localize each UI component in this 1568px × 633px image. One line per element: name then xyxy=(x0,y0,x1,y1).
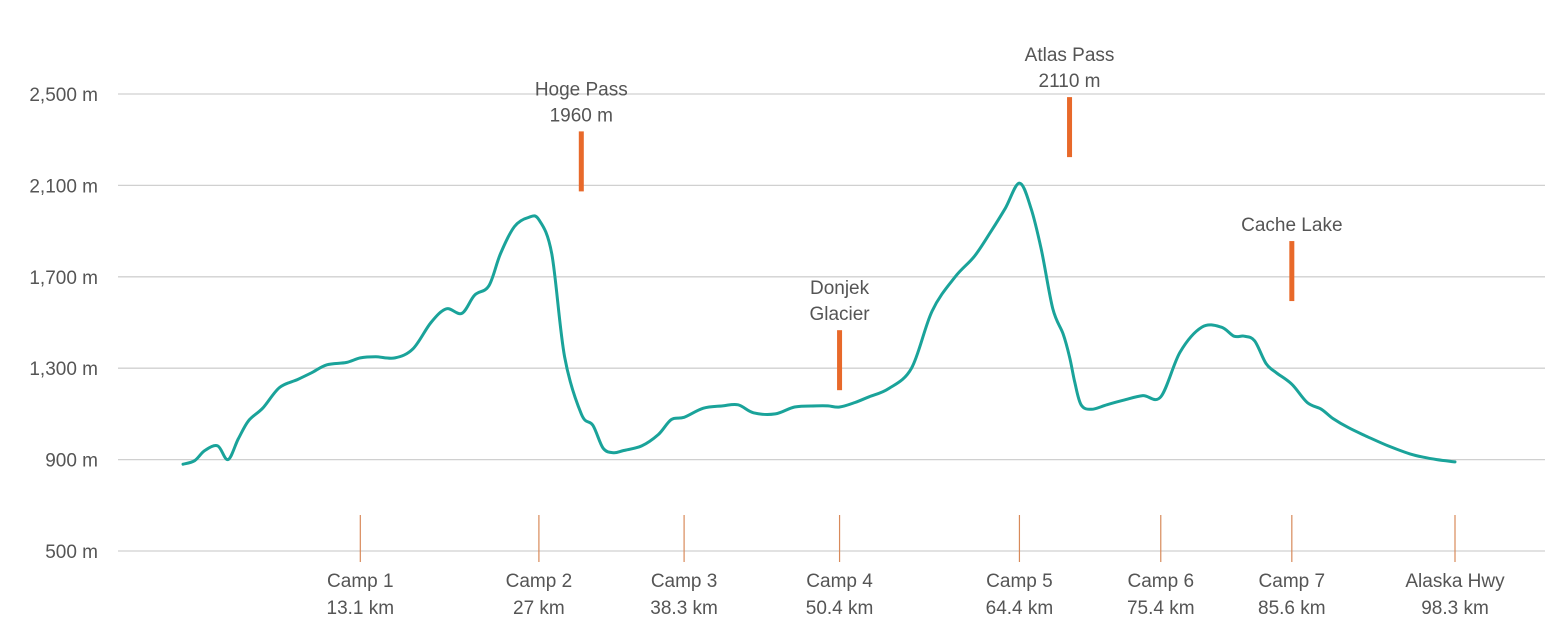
y-axis-tick-labels: 500 m 900 m 1,300 m 1,700 m 2,100 m 2,500 m xyxy=(29,85,98,563)
camp-distance: 98.3 km xyxy=(1421,598,1489,619)
camp-distance: 27 km xyxy=(513,598,565,619)
camp-name: Camp 2 xyxy=(506,571,573,592)
camp-markers: Camp 1 13.1 km Camp 2 27 km Camp 3 38.3 km Cam… xyxy=(327,515,1505,619)
camp-distance: 85.6 km xyxy=(1258,598,1326,619)
camp-name: Camp 4 xyxy=(806,571,873,592)
camp-distance: 75.4 km xyxy=(1127,598,1195,619)
y-tick-label: 900 m xyxy=(45,451,98,472)
poi-marker xyxy=(1067,97,1073,158)
poi-marker xyxy=(578,131,584,192)
camp-name: Camp 7 xyxy=(1259,571,1326,592)
camp-name: Camp 1 xyxy=(327,571,394,592)
elevation-profile-line xyxy=(181,181,1457,466)
camp-distance: 50.4 km xyxy=(806,598,874,619)
y-tick-label: 500 m xyxy=(45,542,98,563)
poi-label: 2110 m xyxy=(1039,71,1101,92)
poi-label: Donjek xyxy=(810,278,870,299)
camp-name: Camp 5 xyxy=(986,571,1053,592)
poi-label: 1960 m xyxy=(550,105,613,126)
poi-label: Hoge Pass xyxy=(535,79,628,100)
poi-label: Atlas Pass xyxy=(1025,45,1115,66)
camp-distance: 13.1 km xyxy=(327,598,395,619)
poi-label: Glacier xyxy=(809,304,870,325)
point-of-interest-markers: Hoge Pass 1960 m Donjek Glacier Atlas Pass 21… xyxy=(535,45,1343,391)
y-tick-label: 2,500 m xyxy=(29,85,98,106)
camp-name: Alaska Hwy xyxy=(1405,571,1505,592)
camp-distance: 38.3 km xyxy=(650,598,718,619)
camp-name: Camp 3 xyxy=(651,571,718,592)
camp-name: Camp 6 xyxy=(1128,571,1195,592)
y-gridlines xyxy=(118,93,1545,552)
poi-label: Cache Lake xyxy=(1241,215,1342,236)
poi-marker xyxy=(837,330,843,391)
y-tick-label: 2,100 m xyxy=(29,176,98,197)
y-tick-label: 1,700 m xyxy=(29,268,98,289)
y-tick-label: 1,300 m xyxy=(29,359,98,380)
camp-distance: 64.4 km xyxy=(986,598,1054,619)
poi-marker xyxy=(1289,241,1295,302)
